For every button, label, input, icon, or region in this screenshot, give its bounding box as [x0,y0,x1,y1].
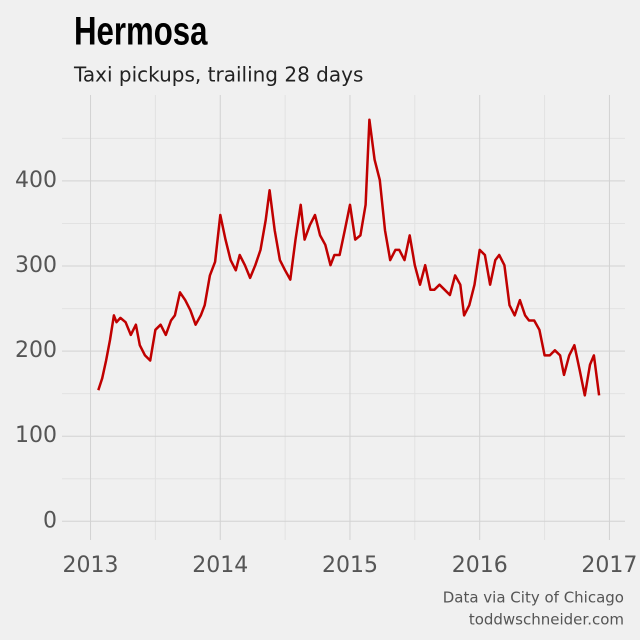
x-tick-label: 2016 [452,553,508,578]
y-tick-label: 200 [15,338,57,363]
y-tick-label: 100 [15,423,57,448]
x-tick-label: 2014 [192,553,248,578]
credit: toddwschneider.com [469,611,624,629]
data-line [97,118,601,397]
grid [62,95,625,540]
x-tick-label: 2013 [63,553,119,578]
y-tick-label: 0 [43,508,57,533]
source: Data via City of Chicago [443,589,624,607]
y-tick-label: 300 [15,253,57,278]
y-tick-label: 400 [15,168,57,193]
chart-subtitle: Taxi pickups, trailing 28 days [73,63,363,87]
chart-title: Hermosa [74,9,208,54]
x-tick-label: 2017 [581,553,637,578]
x-tick-label: 2015 [322,553,378,578]
